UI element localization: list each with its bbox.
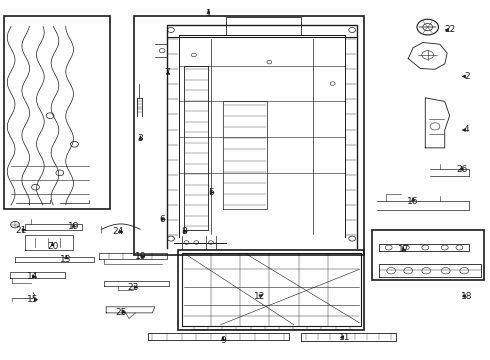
Bar [372,230,484,280]
Text: 5: 5 [208,188,214,197]
Text: 19: 19 [68,222,79,231]
Text: 7: 7 [164,68,170,77]
Text: 21: 21 [15,225,26,234]
Text: 11: 11 [339,333,351,342]
Text: 20: 20 [47,242,58,251]
Text: 1: 1 [206,9,211,18]
Text: 23: 23 [127,283,139,292]
Text: 14: 14 [27,272,39,281]
Text: 6: 6 [159,215,165,224]
Text: 9: 9 [220,336,226,345]
Text: 12: 12 [254,292,265,301]
Text: 8: 8 [181,227,187,236]
Text: 18: 18 [461,292,472,301]
Text: 13: 13 [60,255,72,264]
Bar [134,16,365,255]
Text: 4: 4 [464,126,469,135]
Text: 10: 10 [134,252,146,261]
Text: 22: 22 [444,26,455,35]
Text: 3: 3 [137,134,143,143]
Text: 24: 24 [113,227,124,236]
Text: 2: 2 [464,72,469,81]
Text: 26: 26 [456,165,467,174]
Text: 15: 15 [27,295,39,304]
Bar [4,16,110,208]
Bar [178,249,365,330]
Text: 17: 17 [397,245,409,254]
Text: 25: 25 [115,308,126,317]
Text: 16: 16 [407,197,419,206]
